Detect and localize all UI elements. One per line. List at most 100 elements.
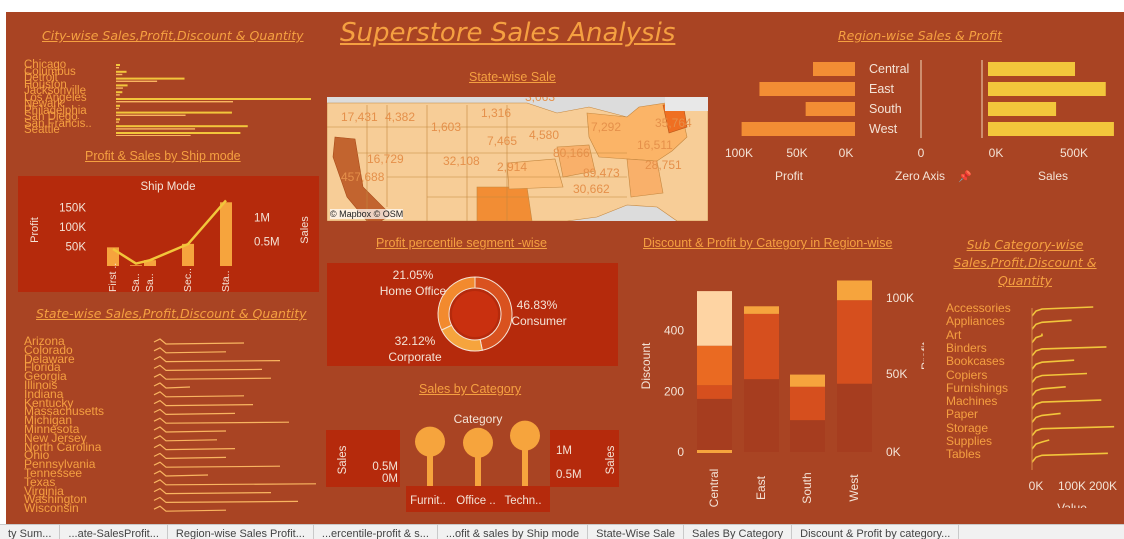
city-bar xyxy=(116,84,128,87)
city-bar-secondary xyxy=(116,94,120,96)
region-zero-tick: 0 xyxy=(918,146,925,160)
state-label: Colorado xyxy=(24,342,73,357)
category-ytick: 0.5M xyxy=(372,461,398,473)
subcategory-section-title: Sub Category-wise Sales,Profit,Discount … xyxy=(953,237,1097,288)
city-label: Philadelphia xyxy=(24,104,87,117)
discount-xtick: South xyxy=(800,472,814,503)
state-sparkline xyxy=(153,496,299,504)
city-label: San Francis.. xyxy=(24,117,92,130)
state-sparkline xyxy=(153,452,227,460)
map-credit[interactable]: © Mapbox © OSM xyxy=(330,209,404,219)
segment-donut: 46.83% Consumer 21.05% Home Office 32.12% Cor… xyxy=(380,268,567,364)
region-profit-tick: 50K xyxy=(786,146,807,160)
state-label: Washington xyxy=(24,492,87,507)
subcategory-xlabel: Value xyxy=(1057,501,1087,508)
state-label: New Jersey xyxy=(24,430,87,445)
category-section-title: Sales by Category xyxy=(419,382,522,396)
discount-bar-segment xyxy=(744,379,779,452)
sheet-tab[interactable]: Discount & Profit by category... xyxy=(792,525,960,539)
ship-bar xyxy=(220,202,232,266)
city-bar xyxy=(116,77,185,80)
state-sparkline xyxy=(153,461,281,468)
sheet-tab[interactable]: ...ofit & sales by Ship mode xyxy=(438,525,589,539)
donut-category-label: Consumer xyxy=(511,314,566,328)
city-label: Columbus xyxy=(24,65,76,78)
subcategory-label: Bookcases xyxy=(946,354,1005,369)
region-profit-bar xyxy=(813,62,855,76)
sheet-tab[interactable]: ty Sum... xyxy=(0,525,61,539)
subcategory-xtick: 200K xyxy=(1089,479,1117,493)
state-sparkline xyxy=(153,364,263,372)
subcategory-sparkline xyxy=(1031,425,1115,437)
region-section-title: Region-wise Sales & Profit xyxy=(838,28,1003,43)
city-label: San Diego xyxy=(24,111,78,123)
discount-bar-base xyxy=(697,450,732,453)
city-label: Seattle xyxy=(24,124,60,136)
map-value-label: 457,688 xyxy=(341,170,385,184)
discount-bar-segment xyxy=(837,300,872,384)
city-bar xyxy=(116,91,123,94)
region-profit-tick: 100K xyxy=(725,146,753,160)
city-bar xyxy=(116,118,120,121)
state-label: Michigan xyxy=(24,413,73,428)
city-bar xyxy=(116,70,127,73)
subcategory-xtick: 100K xyxy=(1058,479,1086,493)
state-label: North Carolina xyxy=(24,439,102,454)
ship-ytick: 100K xyxy=(59,222,86,234)
discount-bar-segment xyxy=(790,374,825,387)
subcategory-label: Appliances xyxy=(946,314,1005,329)
sheet-tab[interactable]: ...ercentile-profit & s... xyxy=(314,525,438,539)
region-sales-tick: 0K xyxy=(989,146,1004,160)
category-right-axis-panel xyxy=(550,430,619,487)
discount-bar-segment xyxy=(697,385,732,399)
category-dot xyxy=(463,427,493,458)
region-sales-bar xyxy=(988,122,1114,136)
subcategory-sparkline xyxy=(1031,386,1066,397)
ship-bar xyxy=(182,243,194,266)
subcategory-sparkline xyxy=(1031,399,1102,410)
donut-percent-label: 21.05% xyxy=(393,268,434,282)
sheet-tab[interactable]: State-Wise Sale xyxy=(588,525,685,539)
map-value-label: 4,580 xyxy=(529,128,559,142)
sheet-tab[interactable]: Sales By Category xyxy=(684,525,793,539)
ship-ylabel: Profit xyxy=(29,217,41,243)
region-sales-bar xyxy=(988,62,1076,76)
map-value-label: 89,473 xyxy=(583,166,620,180)
category-xaxis-panel xyxy=(406,486,550,512)
donut-hole xyxy=(452,291,498,337)
region-axis-title: Sales xyxy=(1038,169,1068,183)
city-bar-secondary xyxy=(116,73,123,76)
state-sparklines xyxy=(153,338,317,512)
state-sparkline xyxy=(153,479,317,486)
discount-bar-segment xyxy=(744,313,779,380)
city-bar-secondary xyxy=(116,135,191,136)
region-profit-bar xyxy=(759,82,855,96)
state-sparkline xyxy=(153,382,191,389)
ship-sales-line xyxy=(112,199,227,265)
us-map[interactable]: 17,431 4,382 1,603 1,316 3,063 7,465 4,580 2,91… xyxy=(327,97,708,221)
discount-bar-segment xyxy=(790,420,825,452)
city-bar-secondary xyxy=(116,121,119,123)
category-y2label: Sales xyxy=(605,445,617,474)
donut-category-label: Corporate xyxy=(388,350,442,364)
donut-slice xyxy=(437,276,476,331)
ship-xtick: Sta.. xyxy=(220,270,232,292)
subcategory-sparkline xyxy=(1031,359,1075,370)
category-chart-title: Category xyxy=(454,412,503,426)
map-value-label: 1,316 xyxy=(481,106,511,120)
city-bar xyxy=(116,104,120,107)
state-sparkline xyxy=(153,443,236,451)
discount-bar-segment xyxy=(697,291,732,346)
city-bars xyxy=(116,64,311,136)
subcategory-label: Binders xyxy=(946,340,987,355)
region-sales-bar xyxy=(988,102,1057,116)
discount-y2tick: 0K xyxy=(886,445,901,459)
state-sparkline xyxy=(153,355,281,363)
sheet-tab[interactable]: ...ate-SalesProfit... xyxy=(60,525,168,539)
sheet-tab[interactable]: Region-wise Sales Profit... xyxy=(168,525,314,539)
subcategory-label: Paper xyxy=(946,407,979,422)
city-labels: Chicago Columbus Detroit Houston Jacksonvill… xyxy=(24,59,119,136)
city-bar-secondary xyxy=(116,101,233,103)
state-labels: Arizona Colorado Delaware Florida Georgia Ill… xyxy=(24,335,134,514)
donut-percent-label: 32.12% xyxy=(395,334,436,348)
